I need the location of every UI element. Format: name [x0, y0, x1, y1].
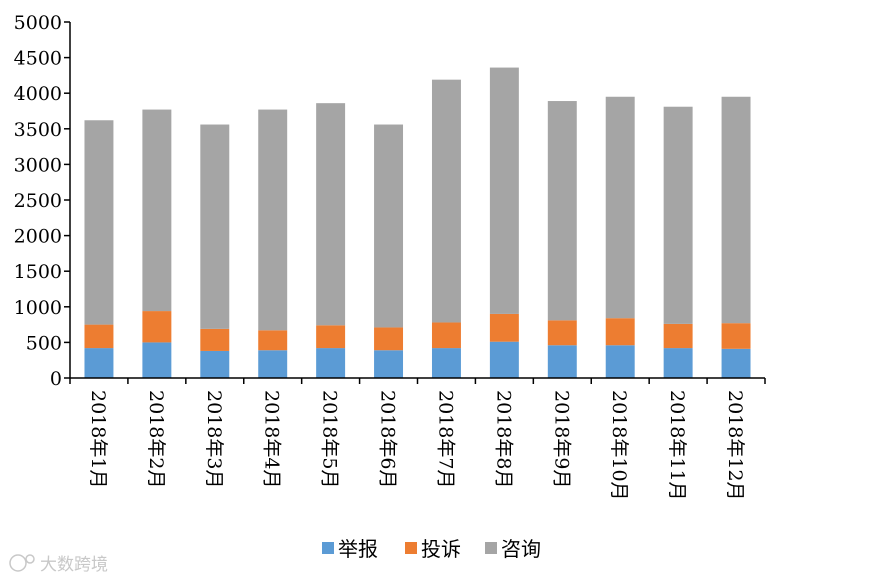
bar-3-10: [605, 96, 635, 319]
x-tick-label: 2018年6月: [377, 390, 399, 488]
bar-2-10: [605, 318, 635, 346]
legend-swatch-2: [405, 542, 417, 554]
bar-1-5: [316, 348, 346, 378]
x-tick-label: 2018年3月: [203, 390, 225, 488]
bar-3-1: [84, 120, 114, 325]
x-tick-label: 2018年4月: [261, 390, 283, 488]
y-axis: 0 500 1000 1500 2000 2500 3000 3500 4000 4500 5000: [14, 12, 71, 390]
bar-1-2: [142, 342, 172, 378]
x-tick-label: 2018年9月: [550, 390, 572, 488]
bar-1-3: [200, 350, 230, 378]
bar-2-9: [547, 320, 577, 346]
y-tick-label: 3000: [14, 154, 62, 176]
legend-label-2: 投诉: [421, 537, 461, 561]
watermark-text: 大数跨境: [40, 555, 108, 575]
bar-2-5: [316, 325, 346, 349]
x-tick-label: 2018年7月: [434, 390, 456, 488]
watermark: 大数跨境: [9, 554, 108, 575]
y-tick-label: 1000: [14, 297, 62, 319]
bar-2-8: [489, 313, 519, 342]
x-axis: 2018年1月 2018年2月 2018年3月 2018年4月 2018年5月 2018年…: [69, 377, 766, 501]
bar-1-12: [721, 348, 751, 378]
bar-1-7: [431, 348, 461, 378]
bar-3-5: [316, 103, 346, 326]
bar-1-6: [374, 350, 404, 378]
bar-3-12: [721, 96, 751, 324]
bar-1-1: [84, 348, 114, 378]
bar-3-4: [258, 109, 288, 331]
y-tick-label: 4000: [14, 83, 62, 105]
bar-2-7: [431, 322, 461, 349]
bar-1-4: [258, 350, 288, 378]
y-tick-label: 1500: [14, 261, 62, 283]
bar-2-12: [721, 323, 751, 349]
y-tick-label: 2500: [14, 190, 62, 212]
y-tick-label: 3500: [14, 119, 62, 141]
bar-3-9: [547, 101, 577, 321]
bar-2-2: [142, 311, 172, 343]
x-tick-label: 2018年1月: [87, 390, 109, 488]
logo-icon: [9, 554, 35, 572]
bar-2-6: [374, 327, 404, 351]
x-tick-label: 2018年5月: [319, 390, 341, 488]
bar-2-3: [200, 328, 230, 351]
bar-2-4: [258, 330, 288, 351]
x-tick-label: 2018年11月: [666, 390, 688, 501]
legend-label-1: 举报: [338, 537, 378, 561]
y-tick-label: 0: [50, 368, 62, 390]
y-tick-label: 500: [26, 332, 62, 354]
bar-1-9: [547, 345, 577, 378]
x-tick-label: 2018年2月: [145, 390, 167, 488]
bar-1-10: [605, 345, 635, 378]
x-tick-label: 2018年12月: [724, 390, 746, 501]
legend-swatch-1: [322, 542, 334, 554]
legend-swatch-3: [485, 542, 497, 554]
bar-3-2: [142, 109, 172, 312]
bar-3-6: [374, 124, 404, 328]
bar-3-3: [200, 124, 230, 329]
y-tick-label: 2000: [14, 226, 62, 248]
y-tick-label: 4500: [14, 48, 62, 70]
x-tick-label: 2018年8月: [492, 390, 514, 488]
x-tick-label: 2018年10月: [608, 390, 630, 501]
bar-2-1: [84, 324, 114, 349]
y-tick-label: 5000: [14, 12, 62, 34]
bar-1-11: [663, 348, 693, 378]
legend: 举报 投诉 咨询: [322, 537, 541, 561]
bar-1-8: [489, 341, 519, 378]
bars: [84, 67, 751, 378]
bar-3-8: [489, 67, 519, 314]
bar-3-11: [663, 106, 693, 324]
bar-3-7: [431, 79, 461, 323]
bar-2-11: [663, 323, 693, 349]
legend-label-3: 咨询: [501, 537, 541, 561]
